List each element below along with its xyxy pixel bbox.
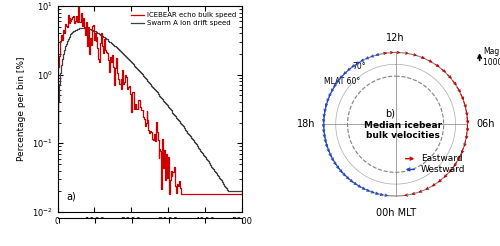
Swarm A ion drift speed (55, 138, 61, 141)
Line: Swarm A ion drift speed: Swarm A ion drift speed (58, 28, 242, 191)
Line: ICEBEAR echo bulk speed: ICEBEAR echo bulk speed (58, 6, 242, 194)
Swarm A ion drift speed (138, 72, 144, 75)
Text: Median icebear
bulk velocities: Median icebear bulk velocities (364, 121, 442, 140)
Text: 06h: 06h (476, 119, 494, 129)
Legend: ICEBEAR echo bulk speed, Swarm A ion drift speed: ICEBEAR echo bulk speed, Swarm A ion dri… (128, 10, 238, 29)
Swarm A ion drift speed (80, 27, 86, 30)
ICEBEAR echo bulk speed (122, 81, 128, 84)
ICEBEAR echo bulk speed (238, 193, 244, 196)
Swarm A ion drift speed (122, 54, 128, 57)
Text: a): a) (66, 192, 76, 201)
Swarm A ion drift speed (226, 190, 232, 193)
ICEBEAR echo bulk speed (76, 5, 82, 8)
Text: 70°: 70° (352, 62, 366, 71)
ICEBEAR echo bulk speed (226, 193, 232, 196)
Text: 18h: 18h (297, 119, 316, 129)
ICEBEAR echo bulk speed (216, 193, 222, 196)
ICEBEAR echo bulk speed (150, 138, 156, 140)
Text: 00h MLT: 00h MLT (376, 208, 416, 218)
ICEBEAR echo bulk speed (55, 119, 61, 122)
Text: Eastward: Eastward (420, 154, 463, 163)
Text: MLAT 60°: MLAT 60° (324, 77, 360, 86)
Y-axis label: Percentage per bin [%]: Percentage per bin [%] (18, 57, 26, 161)
Swarm A ion drift speed (226, 190, 232, 193)
Text: Westward: Westward (420, 165, 465, 174)
Swarm A ion drift speed (238, 190, 244, 193)
Text: b): b) (385, 108, 395, 118)
X-axis label: Speed [m/s]: Speed [m/s] (122, 231, 177, 240)
Text: Magnitude:
1000 m/s: Magnitude: 1000 m/s (483, 47, 500, 66)
Swarm A ion drift speed (150, 85, 156, 88)
ICEBEAR echo bulk speed (234, 193, 240, 196)
Swarm A ion drift speed (214, 173, 220, 176)
Text: 12h: 12h (386, 33, 405, 43)
ICEBEAR echo bulk speed (166, 193, 172, 196)
Swarm A ion drift speed (234, 190, 240, 193)
ICEBEAR echo bulk speed (138, 108, 144, 111)
